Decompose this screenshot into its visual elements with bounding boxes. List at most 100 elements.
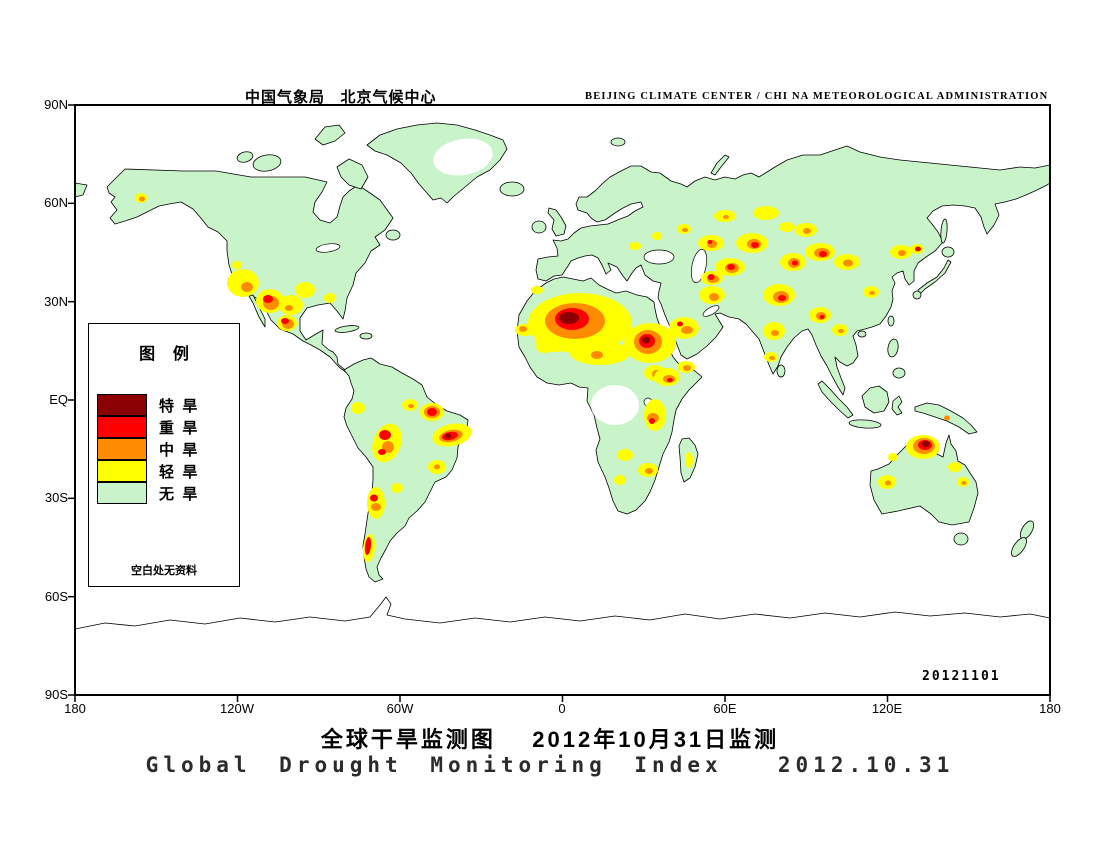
spot-severe — [281, 318, 289, 324]
spot-severe — [778, 295, 786, 301]
spot-moderate — [885, 480, 891, 486]
spot-moderate — [241, 282, 253, 292]
legend-label-none: 无 旱 — [159, 485, 198, 503]
spot-severe — [364, 537, 372, 555]
drought-region-north-america — [135, 193, 336, 331]
lon-label-120e: 120E — [871, 701, 903, 716]
lon-label-120w: 120W — [220, 701, 254, 716]
island-cuba — [334, 325, 360, 333]
spot-moderate — [723, 215, 729, 219]
sea-persian-gulf — [702, 305, 720, 317]
island-tasmania — [953, 532, 969, 546]
legend-swatch-moderate — [97, 437, 147, 460]
spot-extreme — [445, 433, 451, 439]
spot-light — [753, 206, 779, 220]
legend-item-none: 无 旱 — [97, 481, 198, 504]
spot-severe — [379, 430, 391, 440]
legend-box: 图 例 特 旱 重 旱 中 旱 轻 旱 无 旱 — [88, 323, 240, 587]
spot-severe — [667, 378, 673, 382]
drought-region-central-asia — [629, 206, 860, 276]
spot-light — [227, 269, 259, 297]
spot-severe — [751, 242, 759, 248]
island-newfoundland — [385, 229, 401, 241]
spot-severe — [915, 246, 921, 252]
spot-light — [948, 462, 962, 472]
spot-severe — [707, 274, 715, 280]
island-borneo — [861, 385, 890, 414]
spot-moderate — [769, 356, 775, 360]
drought-region-middle-east — [669, 271, 725, 339]
lat-label-60s: 60S — [44, 589, 68, 604]
island-sumatra — [817, 380, 854, 419]
spot-extreme — [559, 312, 579, 324]
title-en: Global Drought Monitoring Index 2012.10.… — [145, 753, 955, 777]
header-left-title: 中国气象局 北京气候中心 — [245, 89, 437, 106]
spot-extreme — [642, 336, 650, 344]
legend-rows: 特 旱 重 旱 中 旱 轻 旱 无 旱 — [97, 393, 198, 504]
spot-moderate — [645, 468, 653, 474]
lon-label-180w: 180 — [64, 701, 86, 716]
spot-severe — [819, 315, 825, 319]
spot-light — [629, 242, 641, 250]
island-ellesmere — [314, 124, 346, 146]
spot-moderate — [382, 441, 394, 453]
spot-moderate — [961, 481, 967, 485]
spot-moderate — [683, 365, 691, 371]
spot-moderate — [408, 404, 414, 408]
island-hokkaido — [941, 246, 955, 258]
lake-great-lakes — [315, 243, 341, 253]
spot-moderate — [803, 228, 811, 234]
island-honshu — [917, 259, 952, 295]
drought-region-east-asia — [763, 244, 924, 336]
legend-item-extreme: 特 旱 — [97, 393, 197, 416]
island-java — [848, 419, 882, 429]
legend-swatch-none — [97, 481, 147, 504]
nodata-patch-greenland — [433, 138, 493, 176]
island-hainan — [857, 330, 867, 338]
spot-light — [324, 293, 336, 303]
drought-region-india — [763, 322, 785, 362]
spot-moderate — [771, 330, 779, 336]
spot-moderate — [371, 503, 381, 511]
island-sri-lanka — [776, 364, 786, 378]
spot-moderate — [285, 305, 293, 311]
island-sakhalin — [940, 218, 948, 244]
island-iceland — [499, 181, 525, 197]
spot-severe — [649, 418, 655, 424]
header-right-title: BEIJING CLIMATE CENTER / CHI NA METEOROL… — [585, 91, 1049, 102]
lon-label-180e: 180 — [1039, 701, 1061, 716]
spot-severe — [792, 260, 798, 266]
spot-light — [617, 449, 633, 461]
legend-title: 图 例 — [139, 346, 189, 363]
spot-moderate — [591, 351, 603, 359]
spot-light — [614, 475, 626, 485]
spot-moderate — [838, 329, 844, 333]
legend-label-light: 轻 旱 — [159, 463, 198, 481]
spot-extreme — [922, 441, 930, 447]
drought-region-australia — [878, 415, 969, 489]
legend-swatch-extreme — [97, 393, 147, 416]
island-mindanao — [892, 367, 906, 379]
lon-label-60w: 60W — [386, 701, 414, 716]
legend-swatch-light — [97, 459, 147, 482]
lat-label-60n: 60N — [44, 195, 68, 210]
island-svalbard — [610, 137, 626, 147]
continent-south-america — [343, 357, 469, 583]
island-baja — [248, 294, 266, 328]
spot-moderate — [843, 259, 853, 267]
island-sulawesi — [891, 395, 903, 416]
spot-moderate — [434, 464, 440, 470]
lat-label-30n: 30N — [44, 294, 68, 309]
legend-label-moderate: 中 旱 — [159, 441, 198, 459]
spot-moderate — [139, 196, 145, 202]
spot-severe — [677, 321, 683, 327]
island-hispaniola — [359, 332, 373, 340]
nodata-patch-congo — [591, 385, 639, 425]
lon-ticks — [74, 695, 1051, 702]
island-banks — [236, 151, 254, 163]
island-novaya-zemlya — [710, 154, 730, 176]
legend-item-severe: 重 旱 — [97, 415, 197, 438]
lat-label-30s: 30S — [44, 490, 68, 505]
island-chukotka-wrap — [74, 182, 88, 198]
